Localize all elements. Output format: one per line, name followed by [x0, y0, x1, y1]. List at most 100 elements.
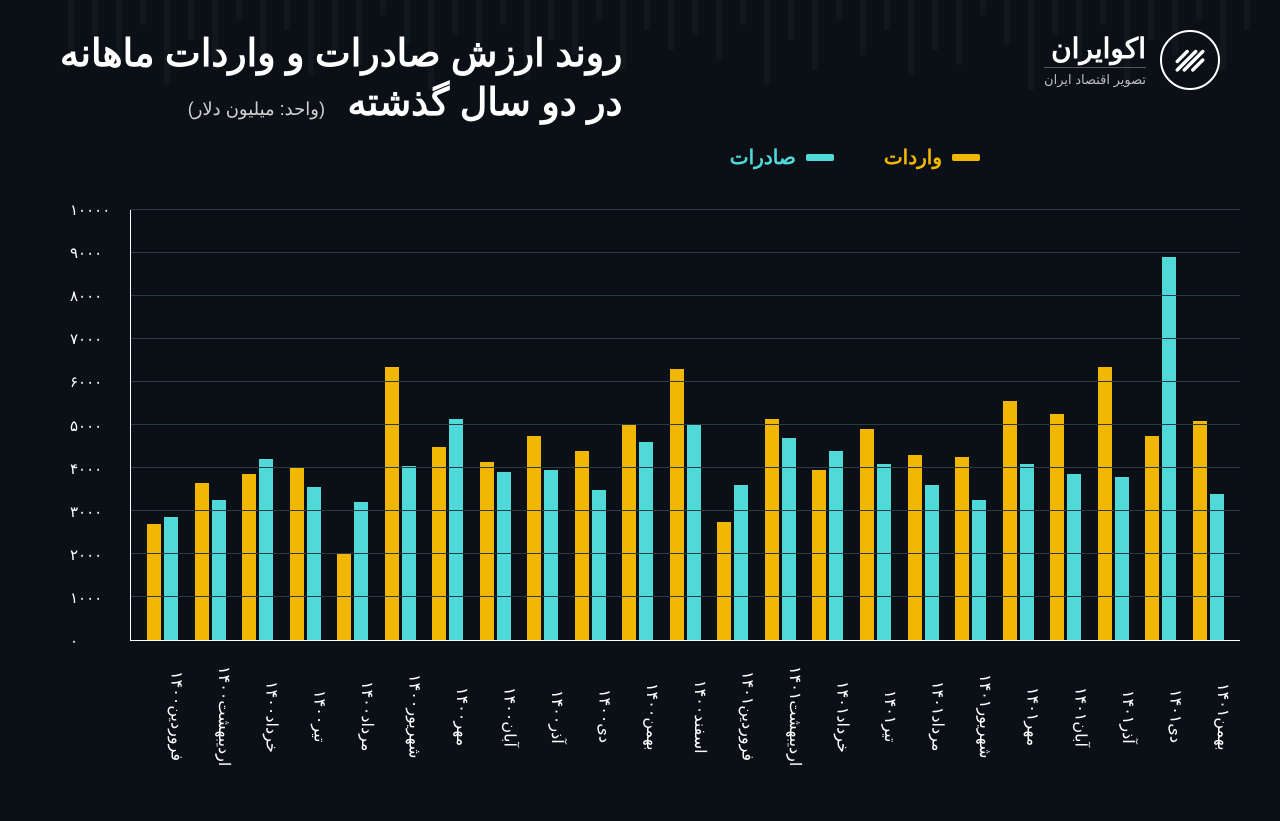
bar-group — [472, 210, 520, 640]
bar-exports — [639, 442, 653, 640]
bar-group — [757, 210, 805, 640]
x-label: تیر۱۴۰۰ — [281, 646, 329, 781]
bar-imports — [908, 455, 922, 640]
bar-exports — [164, 517, 178, 640]
grid-line — [131, 295, 1240, 296]
x-label: دی۱۴۰۰ — [566, 646, 614, 781]
x-label: خرداد۱۴۰۱ — [804, 646, 852, 781]
title-line-1: روند ارزش صادرات و واردات ماهانه — [60, 30, 622, 79]
bar-exports — [1115, 477, 1129, 640]
bar-imports — [812, 470, 826, 640]
bar-exports — [212, 500, 226, 640]
x-label: فروردین۱۴۰۰ — [138, 646, 186, 781]
bar-group — [139, 210, 187, 640]
y-tick: ۷۰۰۰ — [70, 330, 130, 348]
bar-exports — [354, 502, 368, 640]
bar-group — [994, 210, 1042, 640]
bar-group — [187, 210, 235, 640]
x-label: تیر۱۴۰۱ — [851, 646, 899, 781]
x-label: آبان۱۴۰۰ — [471, 646, 519, 781]
legend-exports: صادرات — [730, 145, 834, 170]
x-label: مهر۱۴۰۱ — [994, 646, 1042, 781]
grid-line — [131, 381, 1240, 382]
x-label: شهریور۱۴۰۰ — [376, 646, 424, 781]
bar-imports — [860, 429, 874, 640]
bar-exports — [592, 490, 606, 641]
legend-label-imports: واردات — [884, 145, 942, 170]
grid-line — [131, 596, 1240, 597]
x-label: مرداد۱۴۰۰ — [328, 646, 376, 781]
x-label: مهر۱۴۰۰ — [423, 646, 471, 781]
title-block: روند ارزش صادرات و واردات ماهانه در دو س… — [60, 30, 622, 129]
x-label: خرداد۱۴۰۰ — [233, 646, 281, 781]
grid-line — [131, 553, 1240, 554]
legend-swatch-imports — [952, 154, 980, 161]
bar-imports — [670, 369, 684, 640]
bar-exports — [1162, 257, 1176, 640]
bar-imports — [1003, 401, 1017, 640]
bar-group — [1184, 210, 1232, 640]
bar-group — [329, 210, 377, 640]
grid-line — [131, 252, 1240, 253]
bar-exports — [877, 464, 891, 640]
bar-exports — [829, 451, 843, 640]
bar-group — [567, 210, 615, 640]
y-tick: ۹۰۰۰ — [70, 244, 130, 262]
bar-group — [1089, 210, 1137, 640]
plot-area — [130, 210, 1240, 641]
bar-groups — [131, 210, 1240, 640]
grid-line — [131, 338, 1240, 339]
legend-label-exports: صادرات — [730, 145, 796, 170]
bar-imports — [337, 554, 351, 640]
bar-group — [1137, 210, 1185, 640]
bar-exports — [925, 485, 939, 640]
grid-line — [131, 510, 1240, 511]
chart: ۰۱۰۰۰۲۰۰۰۳۰۰۰۴۰۰۰۵۰۰۰۶۰۰۰۷۰۰۰۸۰۰۰۹۰۰۰۱۰۰… — [70, 210, 1240, 781]
brand-logo-icon — [1160, 30, 1220, 90]
x-axis-labels: فروردین۱۴۰۰اردیبهشت۱۴۰۰خرداد۱۴۰۰تیر۱۴۰۰م… — [130, 646, 1240, 781]
bar-imports — [622, 425, 636, 640]
x-label: اردیبهشت۱۴۰۱ — [756, 646, 804, 781]
bar-imports — [1050, 414, 1064, 640]
bar-exports — [259, 459, 273, 640]
bar-group — [377, 210, 425, 640]
x-label: آبان۱۴۰۱ — [1042, 646, 1090, 781]
grid-line — [131, 424, 1240, 425]
x-label: اردیبهشت۱۴۰۰ — [186, 646, 234, 781]
title-line-2: در دو سال گذشته — [348, 82, 623, 124]
bar-imports — [955, 457, 969, 640]
y-tick: ۵۰۰۰ — [70, 417, 130, 435]
brand-block: اکوایران تصویر اقتصاد ایران — [1044, 30, 1220, 90]
grid-line — [131, 209, 1240, 210]
y-tick: ۲۰۰۰ — [70, 546, 130, 564]
y-tick: ۶۰۰۰ — [70, 373, 130, 391]
bar-exports — [1210, 494, 1224, 640]
x-label: فروردین۱۴۰۱ — [709, 646, 757, 781]
bar-exports — [1067, 474, 1081, 640]
x-label: مرداد۱۴۰۱ — [899, 646, 947, 781]
bar-exports — [497, 472, 511, 640]
y-axis: ۰۱۰۰۰۲۰۰۰۳۰۰۰۴۰۰۰۵۰۰۰۶۰۰۰۷۰۰۰۸۰۰۰۹۰۰۰۱۰۰… — [70, 210, 130, 641]
y-tick: ۸۰۰۰ — [70, 287, 130, 305]
bar-imports — [290, 468, 304, 640]
y-tick: ۰ — [70, 632, 130, 650]
bar-imports — [195, 483, 209, 640]
bar-group — [852, 210, 900, 640]
bar-group — [709, 210, 757, 640]
header: اکوایران تصویر اقتصاد ایران روند ارزش صا… — [0, 0, 1280, 129]
bar-group — [519, 210, 567, 640]
x-label: دی۱۴۰۱ — [1137, 646, 1185, 781]
bar-group — [899, 210, 947, 640]
y-tick: ۱۰۰۰۰ — [70, 201, 130, 219]
bar-exports — [687, 425, 701, 640]
bar-group — [662, 210, 710, 640]
bar-imports — [1098, 367, 1112, 640]
y-tick: ۳۰۰۰ — [70, 503, 130, 521]
bar-imports — [432, 447, 446, 641]
bar-exports — [972, 500, 986, 640]
bar-group — [1042, 210, 1090, 640]
bar-group — [804, 210, 852, 640]
y-tick: ۱۰۰۰ — [70, 589, 130, 607]
x-label: آذر۱۴۰۱ — [1089, 646, 1137, 781]
bar-group — [424, 210, 472, 640]
